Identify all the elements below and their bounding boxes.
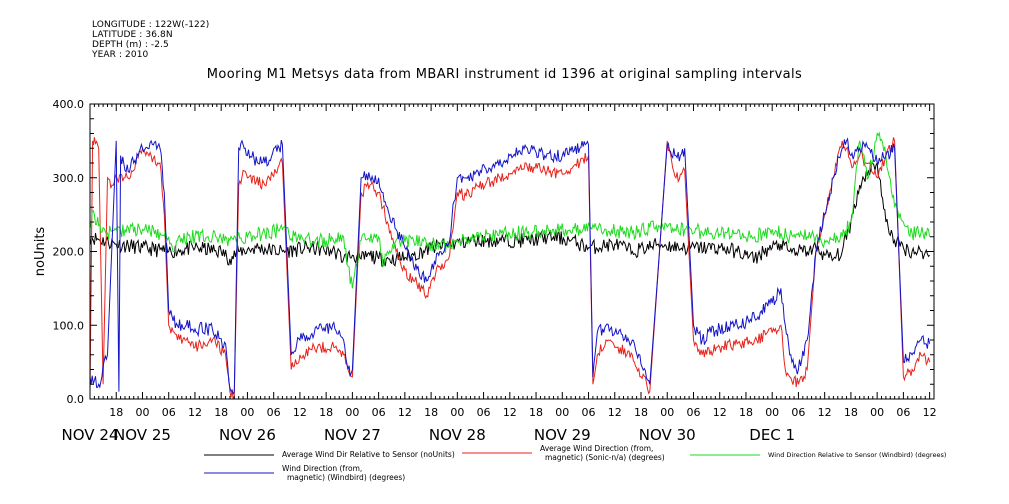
- legend-item-1: Average Wind Dir Relative to Sensor (noU…: [204, 450, 455, 459]
- x-tick-label: 18: [109, 406, 123, 419]
- x-tick-label: 06: [477, 406, 491, 419]
- x-tick-label: 06: [686, 406, 700, 419]
- year-label: YEAR : 2010: [92, 50, 149, 60]
- legend-label-line: magnetic) (Windbird) (degrees): [287, 473, 405, 482]
- series-line-1: [90, 161, 930, 267]
- x-tick-label: 12: [608, 406, 622, 419]
- longitude-label: LONGITUDE : 122W(-122): [92, 20, 210, 30]
- x-day-label: NOV 28: [429, 426, 486, 444]
- legend-item-4: Wind Direction (from, magnetic) (Windbird…: [204, 464, 405, 482]
- y-tick-label: 0.0: [67, 393, 85, 406]
- depth-label: DEPTH (m) : -2.5: [92, 40, 169, 50]
- x-day-label: NOV 25: [114, 426, 171, 444]
- x-tick-label: 00: [660, 406, 674, 419]
- x-tick-label: 00: [135, 406, 149, 419]
- legend-label-line: Average Wind Dir Relative to Sensor (noU…: [282, 450, 455, 459]
- x-tick-label: 12: [503, 406, 517, 419]
- x-tick-label: 00: [450, 406, 464, 419]
- station-metadata: LONGITUDE : 122W(-122) LATITUDE : 36.8N …: [92, 20, 209, 60]
- chart-title: Mooring M1 Metsys data from MBARI instru…: [206, 67, 803, 82]
- x-day-label: NOV 27: [324, 426, 381, 444]
- series-line-2: [90, 137, 931, 399]
- legend-label: Wind Direction Relative to Sensor (Windb…: [768, 451, 946, 459]
- y-axis-label: noUnits: [33, 227, 48, 277]
- x-tick-label: 06: [896, 406, 910, 419]
- series-group: [90, 131, 931, 399]
- legend-item-3: Wind Direction Relative to Sensor (Windb…: [690, 451, 946, 459]
- series-line-4: [90, 137, 931, 396]
- y-tick-label: 400.0: [53, 98, 85, 111]
- legend-item-2: Average Wind Direction (from, magnetic) (…: [462, 444, 665, 462]
- x-tick-label: 12: [818, 406, 832, 419]
- x-tick-label: 18: [214, 406, 228, 419]
- x-tick-label: 18: [739, 406, 753, 419]
- legend-label-line: Average Wind Direction (from,: [540, 444, 653, 453]
- x-tick-label: 06: [791, 406, 805, 419]
- legend-label-line: Wind Direction Relative to Sensor (Windb…: [768, 451, 946, 459]
- x-tick-label: 12: [923, 406, 937, 419]
- legend-label: Average Wind Direction (from, magnetic) (…: [540, 444, 665, 462]
- x-tick-label: 00: [240, 406, 254, 419]
- legend-label: Wind Direction (from, magnetic) (Windbird…: [282, 464, 405, 482]
- x-tick-label: 06: [267, 406, 281, 419]
- x-tick-label: 06: [162, 406, 176, 419]
- x-tick-label: 00: [555, 406, 569, 419]
- x-day-label: NOV 24: [62, 426, 119, 444]
- y-tick-label: 200.0: [53, 246, 85, 259]
- x-tick-label: 00: [345, 406, 359, 419]
- x-tick-label: 18: [529, 406, 543, 419]
- x-tick-label: 12: [398, 406, 412, 419]
- x-day-label: NOV 29: [534, 426, 591, 444]
- x-day-label: DEC 1: [749, 426, 795, 444]
- latitude-label: LATITUDE : 36.8N: [92, 30, 173, 40]
- y-tick-label: 300.0: [53, 172, 85, 185]
- x-tick-label: 00: [870, 406, 884, 419]
- x-tick-label: 06: [372, 406, 386, 419]
- x-tick-label: 18: [844, 406, 858, 419]
- x-day-label: NOV 30: [639, 426, 696, 444]
- x-tick-label: 12: [713, 406, 727, 419]
- x-tick-label: 06: [582, 406, 596, 419]
- x-tick-label: 18: [634, 406, 648, 419]
- legend-label-line: Wind Direction (from,: [282, 464, 362, 473]
- x-tick-label: 00: [765, 406, 779, 419]
- x-tick-label: 12: [293, 406, 307, 419]
- legend-label-line: magnetic) (Sonic-n/a) (degrees): [545, 453, 665, 462]
- x-day-label: NOV 26: [219, 426, 276, 444]
- legend-label: Average Wind Dir Relative to Sensor (noU…: [282, 450, 455, 459]
- x-tick-label: 18: [319, 406, 333, 419]
- y-tick-label: 100.0: [53, 319, 85, 332]
- series-line-3: [90, 131, 931, 289]
- x-tick-label: 18: [424, 406, 438, 419]
- x-tick-label: 12: [188, 406, 202, 419]
